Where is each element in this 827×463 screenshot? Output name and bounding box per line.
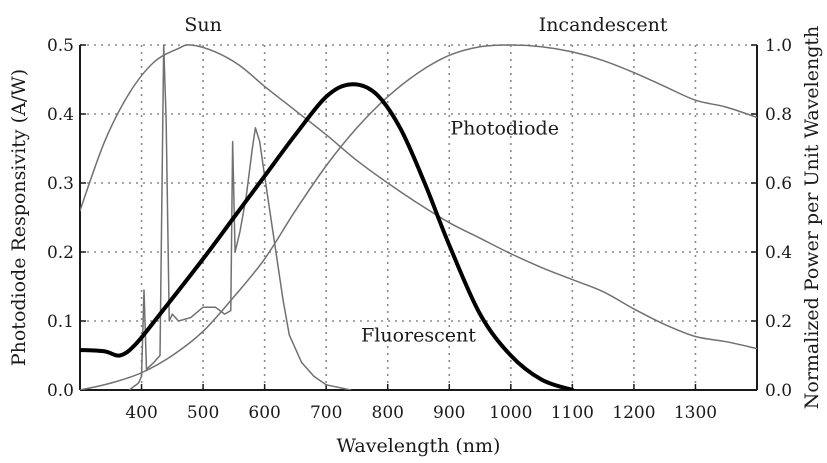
x-tick-label: 600 — [248, 403, 280, 423]
y-left-tick-label: 0.5 — [47, 36, 74, 56]
annotation-incandescent: Incandescent — [539, 14, 668, 36]
annotation-photodiode: Photodiode — [450, 118, 559, 140]
y-axis-label-left: Photodiode Responsivity (A/W) — [8, 69, 30, 366]
y-right-tick-label: 1.0 — [765, 36, 792, 56]
tick-labels: 400 500 600 700 800 900 1000 1100 1200 1300 0.0 0.1… — [47, 36, 792, 423]
x-tick-label: 900 — [433, 403, 465, 423]
series-line-incandescent — [80, 44, 757, 390]
y-axis-label-right: Normalized Power per Unit Wavelength — [801, 26, 823, 410]
series-layer — [80, 44, 757, 390]
x-tick-label: 500 — [187, 403, 219, 423]
annotation-fluorescent: Fluorescent — [361, 325, 476, 347]
y-right-tick-label: 0.0 — [765, 381, 792, 401]
x-tick-label: 800 — [372, 403, 404, 423]
x-axis-label: Wavelength (nm) — [337, 435, 501, 457]
x-tick-label: 1100 — [551, 403, 594, 423]
y-left-tick-label: 0.0 — [47, 381, 74, 401]
x-tick-label: 1000 — [489, 403, 532, 423]
x-tick-label: 400 — [125, 403, 157, 423]
series-annotations: Sun Incandescent Photodiode Fluorescent — [184, 14, 668, 347]
x-tick-label: 1300 — [674, 403, 717, 423]
y-left-tick-label: 0.2 — [47, 243, 74, 263]
plot-frame — [79, 44, 758, 391]
y-right-tick-label: 0.6 — [765, 174, 792, 194]
x-tick-label: 700 — [310, 403, 342, 423]
annotation-sun: Sun — [184, 14, 222, 36]
series-line-fluorescent — [128, 44, 352, 390]
y-left-tick-label: 0.1 — [47, 312, 74, 332]
grid — [80, 44, 757, 390]
y-right-tick-label: 0.2 — [765, 312, 792, 332]
y-left-tick-label: 0.3 — [47, 174, 74, 194]
series-line-photodiode — [80, 82, 575, 390]
y-left-tick-label: 0.4 — [47, 105, 74, 125]
x-tick-label: 1200 — [612, 403, 655, 423]
y-right-tick-label: 0.4 — [765, 243, 792, 263]
y-right-tick-label: 0.8 — [765, 105, 792, 125]
series-line-sun — [80, 44, 757, 350]
